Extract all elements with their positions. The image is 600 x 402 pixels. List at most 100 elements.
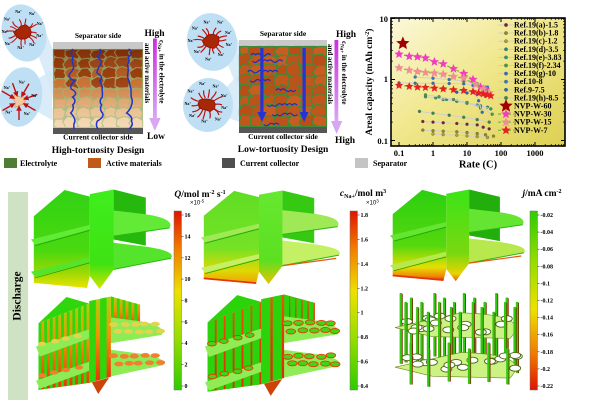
svg-text:-0.22: -0.22 bbox=[541, 384, 554, 390]
svg-text:Ref.19(g)-10: Ref.19(g)-10 bbox=[514, 69, 556, 78]
svg-text:Na+: Na+ bbox=[189, 113, 196, 118]
svg-text:Na+: Na+ bbox=[205, 57, 212, 62]
svg-text:Na+: Na+ bbox=[199, 81, 206, 86]
svg-text:16: 16 bbox=[185, 213, 191, 219]
svg-text:Na+: Na+ bbox=[203, 19, 210, 24]
svg-text:1: 1 bbox=[384, 74, 388, 84]
svg-text:1: 1 bbox=[431, 148, 435, 158]
svg-text:100: 100 bbox=[495, 148, 508, 158]
svg-text:Na+: Na+ bbox=[24, 111, 31, 116]
svg-text:Na+: Na+ bbox=[215, 117, 222, 122]
svg-text:Na+: Na+ bbox=[221, 93, 228, 98]
svg-text:Na+: Na+ bbox=[217, 20, 224, 25]
svg-text:Ref.19(b)-1.8: Ref.19(b)-1.8 bbox=[514, 29, 558, 38]
svg-text:1.6: 1.6 bbox=[361, 237, 369, 243]
svg-text:×10-5: ×10-5 bbox=[190, 199, 205, 207]
svg-text:Na+: Na+ bbox=[184, 101, 191, 106]
svg-text:Areal capacity (mAh cm-2): Areal capacity (mAh cm-2) bbox=[364, 29, 375, 136]
svg-text:×103: ×103 bbox=[366, 199, 379, 207]
svg-text:-0.04: -0.04 bbox=[541, 230, 554, 236]
svg-text:1000: 1000 bbox=[527, 148, 544, 158]
svg-text:Ref.10-8: Ref.10-8 bbox=[514, 77, 543, 86]
svg-text:10: 10 bbox=[380, 14, 389, 24]
svg-text:0.8: 0.8 bbox=[361, 335, 369, 341]
svg-text:Q/mol m-2 s-1: Q/mol m-2 s-1 bbox=[174, 190, 225, 200]
svg-text:1.2: 1.2 bbox=[361, 286, 369, 292]
svg-text:Na+: Na+ bbox=[225, 30, 232, 35]
svg-text:1.4: 1.4 bbox=[361, 262, 369, 268]
svg-text:Ref.19(f)-2.34: Ref.19(f)-2.34 bbox=[514, 61, 561, 70]
svg-text:Ref.19(d)-3.5: Ref.19(d)-3.5 bbox=[514, 45, 558, 54]
svg-text:-0.1: -0.1 bbox=[541, 281, 551, 287]
svg-text:Na+: Na+ bbox=[226, 42, 233, 47]
svg-text:4: 4 bbox=[185, 341, 188, 347]
svg-text:Na+: Na+ bbox=[37, 21, 44, 26]
svg-text:-0.14: -0.14 bbox=[541, 316, 554, 322]
svg-text:cNa+/mol m3: cNa+/mol m3 bbox=[340, 189, 386, 200]
svg-text:Separator side: Separator side bbox=[260, 29, 307, 38]
svg-text:Separator side: Separator side bbox=[75, 31, 122, 40]
svg-text:Active materials: Active materials bbox=[106, 159, 162, 168]
svg-text:j/mA cm-2: j/mA cm-2 bbox=[520, 189, 561, 199]
svg-text:Na+: Na+ bbox=[192, 26, 199, 31]
svg-text:Na+: Na+ bbox=[29, 42, 36, 47]
svg-text:Current collector side: Current collector side bbox=[63, 133, 133, 142]
svg-text:1.8: 1.8 bbox=[361, 213, 369, 219]
svg-text:10: 10 bbox=[463, 148, 472, 158]
svg-text:Na+: Na+ bbox=[188, 38, 195, 43]
svg-text:Na+: Na+ bbox=[221, 105, 228, 110]
svg-text:Low: Low bbox=[147, 132, 165, 142]
svg-text:Na+: Na+ bbox=[17, 45, 24, 50]
svg-text:High: High bbox=[145, 29, 166, 39]
svg-text:14: 14 bbox=[185, 234, 191, 240]
svg-text:2: 2 bbox=[185, 363, 188, 369]
svg-text:Na+: Na+ bbox=[187, 88, 194, 93]
svg-text:and active materials: and active materials bbox=[326, 44, 334, 105]
svg-text:Na+: Na+ bbox=[4, 17, 11, 22]
svg-text:Separator: Separator bbox=[373, 159, 408, 168]
svg-text:-0.08: -0.08 bbox=[541, 264, 554, 270]
svg-text:-0.06: -0.06 bbox=[541, 247, 554, 253]
svg-text:10: 10 bbox=[185, 277, 191, 283]
svg-text:12: 12 bbox=[185, 256, 191, 262]
svg-text:Electrolyte: Electrolyte bbox=[20, 159, 58, 168]
svg-text:and active materials: and active materials bbox=[143, 43, 151, 104]
svg-text:High: High bbox=[335, 136, 356, 146]
svg-text:Na+: Na+ bbox=[212, 84, 219, 89]
svg-text:NVP-W-30: NVP-W-30 bbox=[514, 110, 551, 119]
svg-text:Current collector side: Current collector side bbox=[248, 132, 318, 141]
svg-text:Na+: Na+ bbox=[2, 29, 9, 34]
svg-text:Current collector: Current collector bbox=[240, 159, 300, 168]
svg-text:Na+: Na+ bbox=[5, 109, 12, 114]
svg-text:Discharge: Discharge bbox=[12, 271, 24, 320]
svg-text:-0.12: -0.12 bbox=[541, 299, 554, 305]
svg-text:Ref.19(a)-1.5: Ref.19(a)-1.5 bbox=[514, 21, 558, 30]
svg-text:Na+: Na+ bbox=[201, 118, 208, 123]
svg-text:Na+: Na+ bbox=[194, 49, 201, 54]
svg-text:Na+: Na+ bbox=[19, 79, 26, 84]
svg-text:Na+: Na+ bbox=[218, 52, 225, 57]
svg-text:High-tortuosity Design: High-tortuosity Design bbox=[52, 146, 145, 156]
svg-text:cNa+ in the electrolyte: cNa+ in the electrolyte bbox=[156, 40, 166, 103]
svg-text:1: 1 bbox=[361, 311, 364, 317]
svg-text:-0.18: -0.18 bbox=[541, 350, 554, 356]
svg-text:0.6: 0.6 bbox=[361, 360, 369, 366]
svg-text:Na+: Na+ bbox=[29, 11, 36, 16]
svg-text:0.4: 0.4 bbox=[361, 384, 369, 390]
svg-text:Ref.19(c)-1.2: Ref.19(c)-1.2 bbox=[514, 37, 558, 46]
svg-text:Ref.19(e)-3.83: Ref.19(e)-3.83 bbox=[514, 53, 562, 62]
svg-text:8: 8 bbox=[185, 299, 188, 305]
svg-text:Rate (C): Rate (C) bbox=[459, 160, 498, 171]
svg-text:High: High bbox=[336, 30, 357, 40]
svg-text:-0.02: -0.02 bbox=[541, 213, 554, 219]
svg-text:Low-tortuosity Design: Low-tortuosity Design bbox=[238, 145, 329, 155]
svg-text:Na+: Na+ bbox=[31, 93, 38, 98]
svg-text:-0.16: -0.16 bbox=[541, 333, 554, 339]
svg-text:6: 6 bbox=[185, 320, 188, 326]
svg-text:cNa+ in the electrolyte: cNa+ in the electrolyte bbox=[339, 41, 349, 104]
svg-text:Na+: Na+ bbox=[15, 9, 22, 14]
svg-text:NVP-W-60: NVP-W-60 bbox=[514, 102, 551, 111]
svg-text:Na+: Na+ bbox=[5, 41, 12, 46]
svg-text:0: 0 bbox=[185, 384, 188, 390]
svg-text:Ref.19(h)-8.5: Ref.19(h)-8.5 bbox=[514, 93, 558, 102]
